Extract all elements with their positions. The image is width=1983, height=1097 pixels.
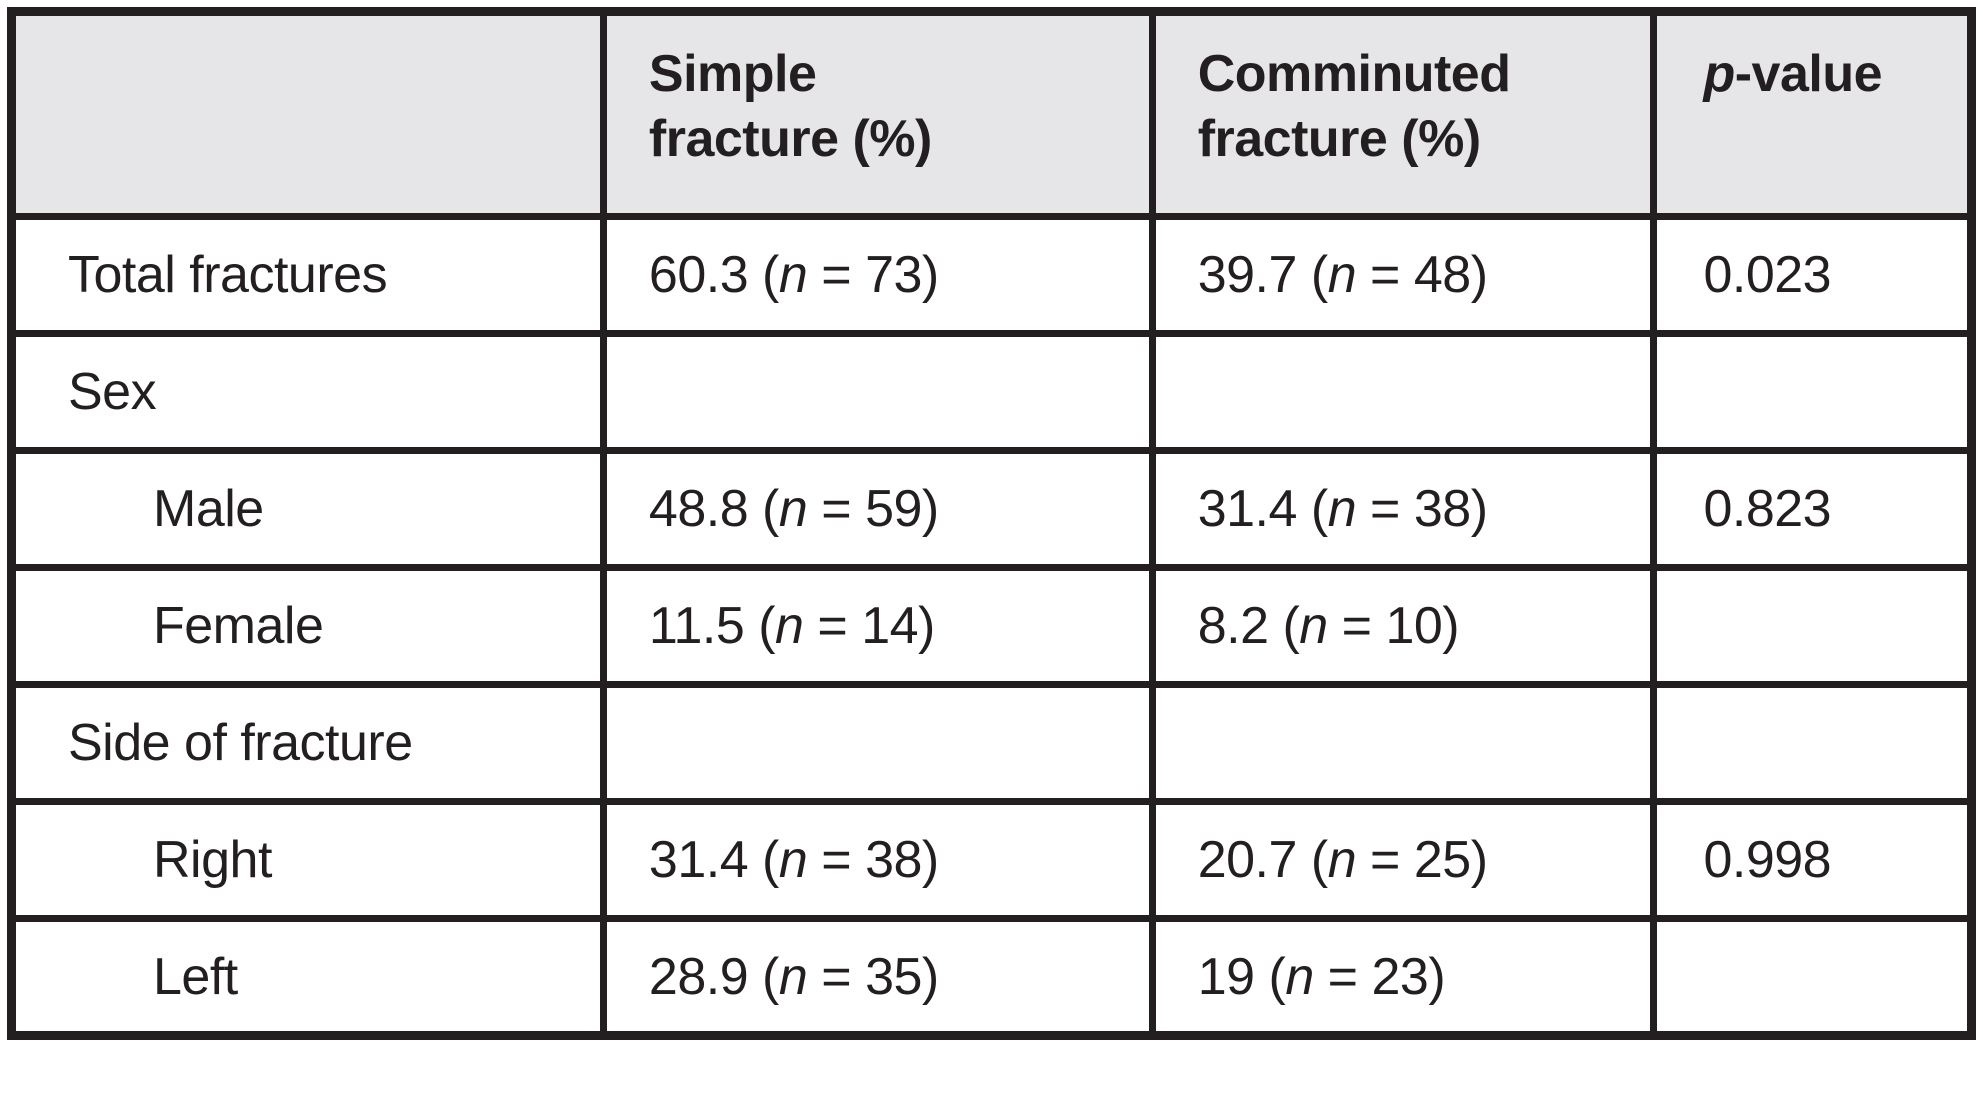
cell-sex-comminuted [1148, 330, 1658, 454]
row-label-female: Female [8, 564, 607, 688]
row-label-right: Right [8, 798, 607, 922]
column-header-comminuted-fracture: Comminuted fracture (%) [1148, 8, 1658, 220]
column-header-p-value: p-value [1650, 8, 1975, 220]
cell-sex-simple [599, 330, 1156, 454]
cell-male-comminuted: 31.4 (n = 38) [1148, 447, 1658, 571]
cell-total-comminuted: 39.7 (n = 48) [1148, 213, 1658, 337]
cell-side-simple [599, 681, 1156, 805]
cell-side-p-value [1650, 681, 1975, 805]
cell-male-p-value: 0.823 [1650, 447, 1975, 571]
table-row-male: Male 48.8 (n = 59) 31.4 (n = 38) 0.823 [8, 447, 1975, 571]
table-row-side-of-fracture: Side of fracture [8, 681, 1975, 805]
table-row-female: Female 11.5 (n = 14) 8.2 (n = 10) [8, 564, 1975, 688]
column-header-simple-fracture: Simple fracture (%) [599, 8, 1156, 220]
cell-right-p-value: 0.998 [1650, 798, 1975, 922]
table-row-right: Right 31.4 (n = 38) 20.7 (n = 25) 0.998 [8, 798, 1975, 922]
cell-left-simple: 28.9 (n = 35) [599, 915, 1156, 1039]
table-body: Total fractures 60.3 (n = 73) 39.7 (n = … [8, 213, 1975, 1039]
cell-sex-p-value [1650, 330, 1975, 454]
cell-right-comminuted: 20.7 (n = 25) [1148, 798, 1658, 922]
table-row-sex: Sex [8, 330, 1975, 454]
cell-female-simple: 11.5 (n = 14) [599, 564, 1156, 688]
header-row: Simple fracture (%) Comminuted fracture … [8, 8, 1975, 220]
fracture-comparison-table: Simple fracture (%) Comminuted fracture … [7, 7, 1976, 1040]
cell-female-p-value [1650, 564, 1975, 688]
cell-side-comminuted [1148, 681, 1658, 805]
table-row-total-fractures: Total fractures 60.3 (n = 73) 39.7 (n = … [8, 213, 1975, 337]
cell-female-comminuted: 8.2 (n = 10) [1148, 564, 1658, 688]
row-label-male: Male [8, 447, 607, 571]
row-label-sex: Sex [8, 330, 607, 454]
row-label-side-of-fracture: Side of fracture [8, 681, 607, 805]
table-header: Simple fracture (%) Comminuted fracture … [8, 8, 1975, 220]
cell-left-comminuted: 19 (n = 23) [1148, 915, 1658, 1039]
cell-total-simple: 60.3 (n = 73) [599, 213, 1156, 337]
cell-male-simple: 48.8 (n = 59) [599, 447, 1156, 571]
table-row-left: Left 28.9 (n = 35) 19 (n = 23) [8, 915, 1975, 1039]
cell-total-p-value: 0.023 [1650, 213, 1975, 337]
cell-left-p-value [1650, 915, 1975, 1039]
row-label-total-fractures: Total fractures [8, 213, 607, 337]
column-header-empty [8, 8, 607, 220]
cell-right-simple: 31.4 (n = 38) [599, 798, 1156, 922]
row-label-left: Left [8, 915, 607, 1039]
